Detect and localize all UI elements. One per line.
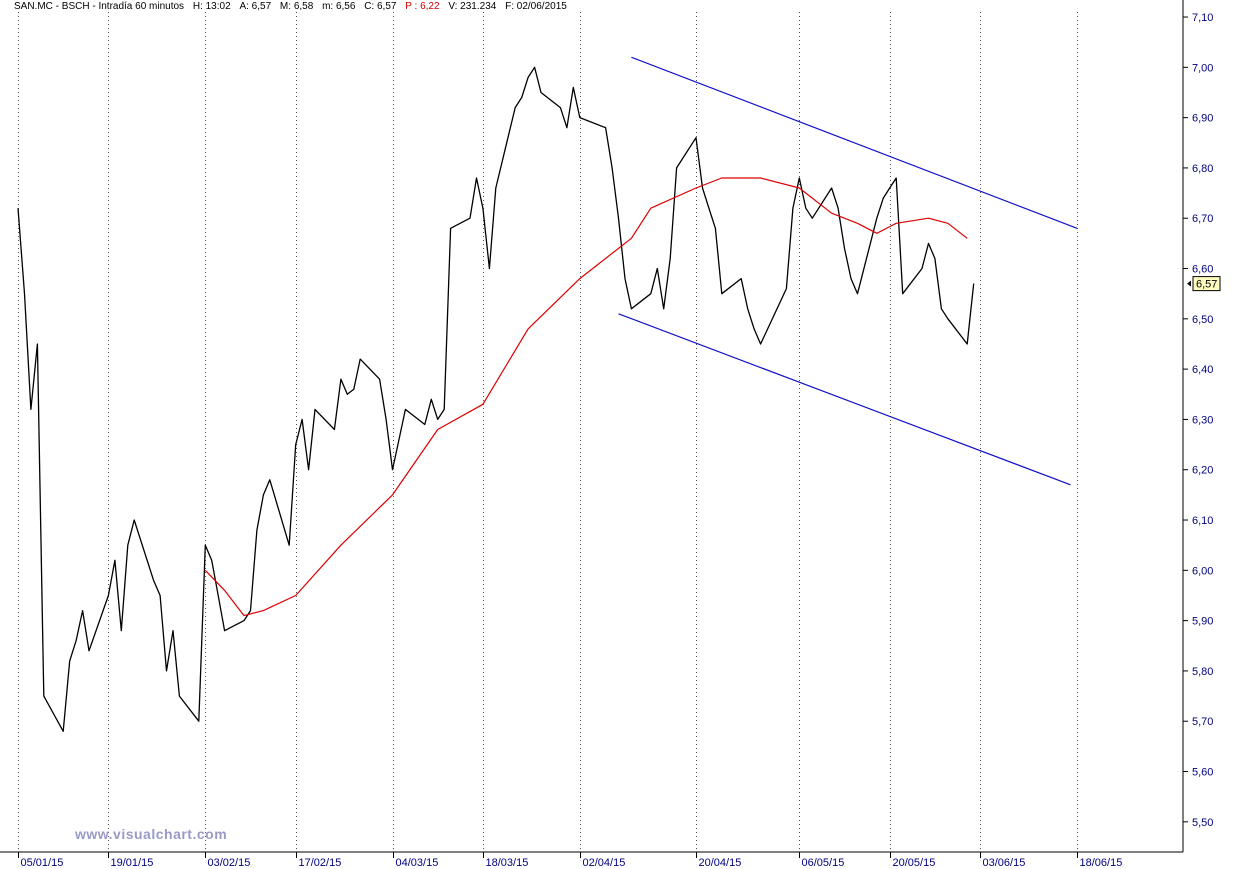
- x-tick-label: 03/06/15: [983, 857, 1026, 869]
- channel-lower-line: [618, 313, 1071, 486]
- y-tick-label: 7,10: [1192, 12, 1213, 24]
- y-tick-label: 7,00: [1192, 62, 1213, 74]
- y-tick-label: 6,70: [1192, 213, 1213, 225]
- x-tick-label: 20/04/15: [699, 857, 742, 869]
- high-value: 6,58: [293, 1, 314, 12]
- chart-header: SAN.MC - BSCH - Intradía 60 minutos H: 1…: [14, 1, 567, 12]
- grid-lines: [18, 12, 1078, 852]
- p-value: 6,22: [420, 1, 440, 12]
- x-tick-label: 04/03/15: [396, 857, 439, 869]
- y-tick-label: 5,80: [1192, 666, 1213, 678]
- p-label: P :: [405, 1, 418, 12]
- x-tick-label: 06/05/15: [802, 857, 845, 869]
- x-tick-label: 18/03/15: [486, 857, 529, 869]
- y-tick-label: 6,50: [1192, 314, 1213, 326]
- y-tick-label: 6,30: [1192, 414, 1213, 426]
- trendlines[interactable]: [618, 56, 1078, 486]
- last-price-label: 6,57: [1196, 279, 1217, 291]
- symbol-label: SAN.MC - BSCH - Intradía 60 minutos: [14, 1, 185, 12]
- moving-average-line: [204, 177, 968, 617]
- y-tick-label: 6,90: [1192, 113, 1213, 125]
- x-axis-ticks: 05/01/15 19/01/15 03/02/15 17/02/15 04/03/15…: [18, 852, 1123, 869]
- y-tick-label: 5,70: [1192, 716, 1213, 728]
- y-tick-label: 5,90: [1192, 616, 1213, 628]
- y-tick-label: 6,60: [1192, 264, 1213, 276]
- close-value: 6,57: [376, 1, 397, 12]
- price-series-line: [17, 66, 975, 732]
- series-layer: [17, 66, 975, 732]
- open-value: 6,57: [251, 1, 272, 12]
- volume-label: V:: [448, 1, 458, 12]
- y-tick-label: 6,20: [1192, 465, 1213, 477]
- x-tick-label: 18/06/15: [1080, 857, 1123, 869]
- last-price-marker: 6,57: [1187, 276, 1221, 292]
- low-label: m:: [322, 1, 334, 12]
- y-tick-label: 5,50: [1192, 817, 1213, 829]
- axes: [0, 0, 1184, 853]
- x-tick-label: 17/02/15: [299, 857, 342, 869]
- low-value: 6,56: [335, 1, 356, 12]
- date-label: F:: [505, 1, 514, 12]
- x-tick-label: 05/01/15: [21, 857, 64, 869]
- channel-upper-line: [631, 56, 1078, 229]
- open-label: A:: [239, 1, 249, 12]
- close-label: C:: [364, 1, 375, 12]
- x-tick-label: 02/04/15: [583, 857, 626, 869]
- last-price-box: [1192, 276, 1221, 292]
- x-tick-label: 20/05/15: [893, 857, 936, 869]
- y-tick-label: 5,60: [1192, 767, 1213, 779]
- last-price-arrow-icon: [1187, 280, 1191, 287]
- y-tick-label: 6,80: [1192, 163, 1213, 175]
- hour-label: H:: [192, 1, 203, 12]
- y-tick-label: 6,40: [1192, 364, 1213, 376]
- y-tick-label: 6,10: [1192, 515, 1213, 527]
- date-value: 02/06/2015: [516, 1, 567, 12]
- volume-value: 231.234: [460, 1, 497, 12]
- x-tick-label: 03/02/15: [208, 857, 251, 869]
- y-tick-label: 6,00: [1192, 565, 1213, 577]
- watermark: www.visualchart.com: [75, 826, 228, 842]
- y-axis-ticks: 7,10 7,00 6,90 6,80 6,70 6,60 6,50 6,40 6,30 6,20…: [1183, 12, 1213, 829]
- high-label: M:: [279, 1, 292, 12]
- x-tick-label: 19/01/15: [111, 857, 154, 869]
- hour-value: 13:02: [205, 1, 231, 12]
